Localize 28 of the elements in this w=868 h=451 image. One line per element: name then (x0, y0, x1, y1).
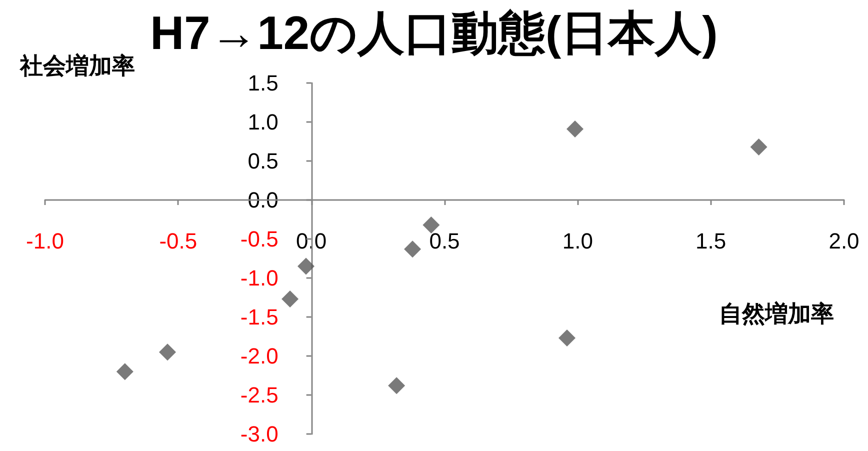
y-tick-label: 0.5 (248, 148, 278, 174)
y-tick-label: -1.5 (240, 304, 278, 330)
x-tick-label: 1.0 (562, 228, 593, 254)
point (404, 240, 422, 258)
x-axis-title: 自然増加率 (719, 300, 834, 326)
y-tick-label: 1.5 (248, 70, 278, 96)
point (282, 290, 299, 308)
chart-title: H7→12の人口動態(日本人) (150, 6, 718, 59)
x-tick-label: 0.0 (296, 228, 327, 254)
y-tick-label: -1.0 (240, 266, 278, 290)
point (116, 363, 134, 380)
point (298, 258, 315, 275)
x-tick-label: 1.5 (696, 228, 726, 254)
point (558, 330, 576, 347)
x-tick-label: 2.0 (828, 228, 860, 254)
point (422, 216, 440, 234)
point (750, 138, 768, 156)
x-tick-label: -0.5 (159, 228, 198, 254)
point (388, 377, 406, 394)
y-tick-label: -2.0 (240, 344, 278, 368)
y-tick-label: 1.0 (248, 110, 278, 134)
point (159, 344, 176, 361)
x-tick-label: -1.0 (26, 228, 64, 254)
point (566, 120, 584, 138)
y-tick-label: -3.0 (240, 422, 278, 446)
x-tick-label: 0.5 (429, 228, 460, 254)
y-axis-title: 社会増加率 (19, 52, 135, 78)
y-tick-label: -2.5 (240, 382, 278, 408)
